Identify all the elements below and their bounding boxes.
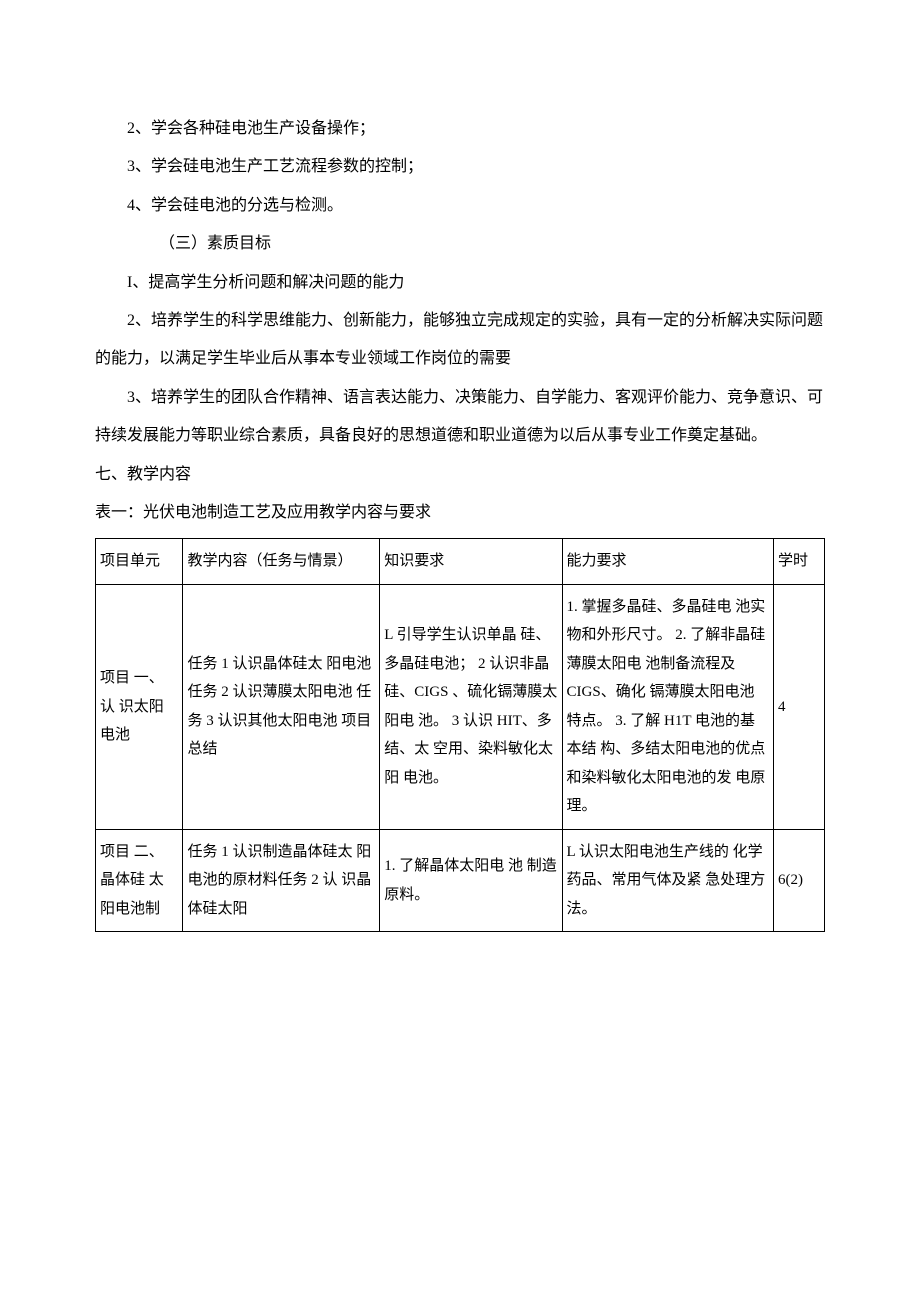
cell-task: 任务 1 认识制造晶体硅太 阳电池的原材料任务 2 认 识晶体硅太阳 — [183, 829, 380, 932]
cell-ability: 1. 掌握多晶硅、多晶硅电 池实物和外形尺寸。 2. 了解非晶硅薄膜太阳电 池制… — [562, 584, 773, 829]
cell-knowledge: 1. 了解晶体太阳电 池 制造原料。 — [380, 829, 562, 932]
body-text: 3、培养学生的团队合作精神、语言表达能力、决策能力、自学能力、客观评价能力、竞争… — [95, 379, 825, 456]
cell-hours: 4 — [773, 584, 824, 829]
col-header-unit: 项目单元 — [96, 539, 183, 585]
cell-unit: 项目 二、晶体硅 太阳电池制 — [96, 829, 183, 932]
body-text: 4、学会硅电池的分选与检测。 — [95, 187, 825, 225]
col-header-hours: 学时 — [773, 539, 824, 585]
table-row: 项目 一、认 识太阳电池 任务 1 认识晶体硅太 阳电池 任务 2 认识薄膜太阳… — [96, 584, 825, 829]
sub-heading: （三）素质目标 — [95, 225, 825, 263]
content-table: 项目单元 教学内容（任务与情景） 知识要求 能力要求 学时 项目 一、认 识太阳… — [95, 538, 825, 932]
table-row: 项目 二、晶体硅 太阳电池制 任务 1 认识制造晶体硅太 阳电池的原材料任务 2… — [96, 829, 825, 932]
col-header-ability: 能力要求 — [562, 539, 773, 585]
col-header-task: 教学内容（任务与情景） — [183, 539, 380, 585]
cell-ability: L 认识太阳电池生产线的 化学药品、常用气体及紧 急处理方法。 — [562, 829, 773, 932]
table-caption: 表一：光伏电池制造工艺及应用教学内容与要求 — [95, 494, 825, 532]
cell-unit: 项目 一、认 识太阳电池 — [96, 584, 183, 829]
cell-hours: 6(2) — [773, 829, 824, 932]
table-header-row: 项目单元 教学内容（任务与情景） 知识要求 能力要求 学时 — [96, 539, 825, 585]
document-page: 2、学会各种硅电池生产设备操作； 3、学会硅电池生产工艺流程参数的控制； 4、学… — [0, 0, 920, 1301]
body-text: I、提高学生分析问题和解决问题的能力 — [95, 264, 825, 302]
body-text: 2、学会各种硅电池生产设备操作； — [95, 110, 825, 148]
body-text: 3、学会硅电池生产工艺流程参数的控制； — [95, 148, 825, 186]
col-header-knowledge: 知识要求 — [380, 539, 562, 585]
cell-knowledge: L 引导学生认识单晶 硅、多晶硅电池； 2 认识非晶硅、CIGS 、硫化镉薄膜太… — [380, 584, 562, 829]
body-text: 2、培养学生的科学思维能力、创新能力，能够独立完成规定的实验，具有一定的分析解决… — [95, 302, 825, 379]
cell-task: 任务 1 认识晶体硅太 阳电池 任务 2 认识薄膜太阳电池 任务 3 认识其他太… — [183, 584, 380, 829]
section-heading: 七、教学内容 — [95, 456, 825, 494]
